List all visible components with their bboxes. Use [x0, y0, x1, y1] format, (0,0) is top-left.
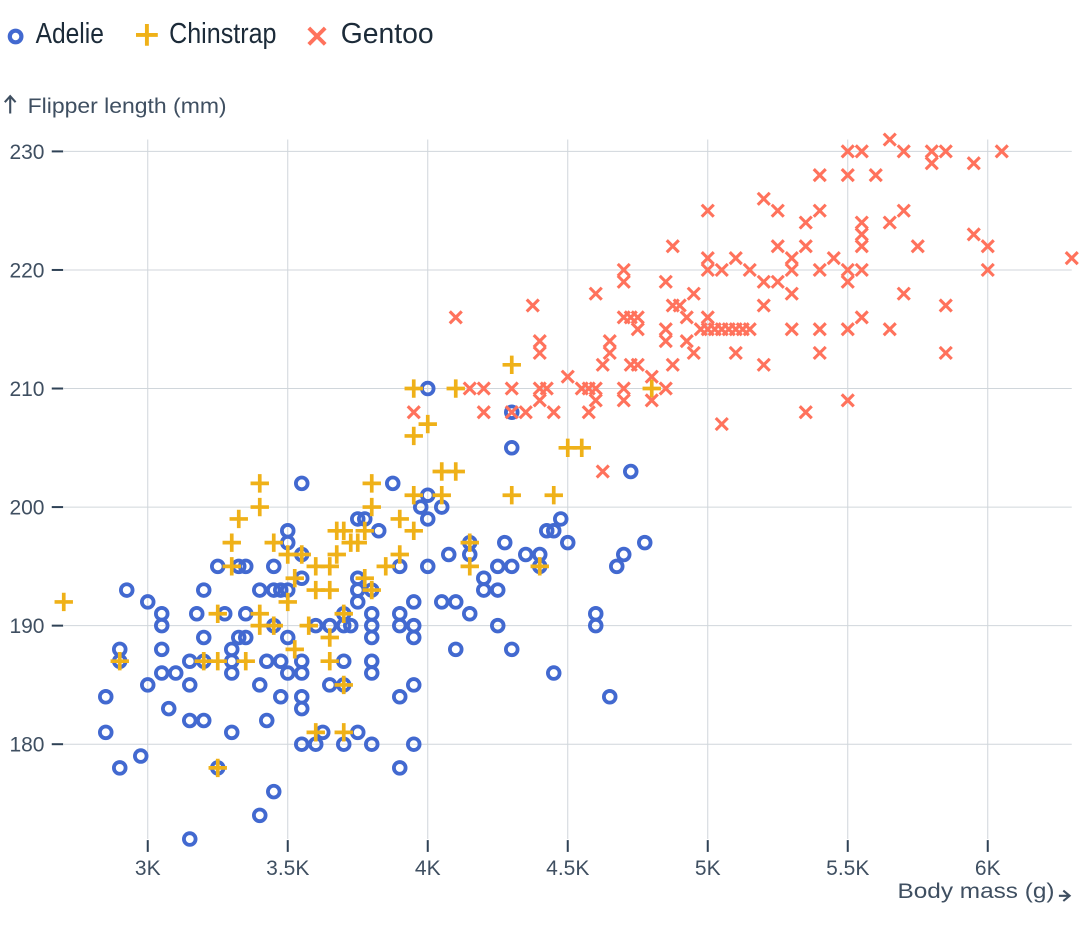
svg-text:180: 180 — [9, 734, 44, 757]
svg-text:Chinstrap: Chinstrap — [169, 18, 276, 50]
svg-text:Flipper length (mm): Flipper length (mm) — [28, 95, 227, 118]
svg-text:3K: 3K — [135, 857, 161, 880]
svg-text:6K: 6K — [975, 857, 1001, 880]
svg-text:4.5K: 4.5K — [546, 857, 589, 880]
svg-text:Gentoo: Gentoo — [341, 18, 434, 50]
svg-text:200: 200 — [9, 497, 44, 520]
svg-text:3.5K: 3.5K — [266, 857, 309, 880]
svg-text:220: 220 — [9, 259, 44, 282]
svg-text:230: 230 — [9, 141, 44, 164]
svg-text:5.5K: 5.5K — [826, 857, 869, 880]
svg-text:190: 190 — [9, 615, 44, 638]
svg-text:5K: 5K — [695, 857, 721, 880]
svg-text:Body mass (g): Body mass (g) — [898, 880, 1055, 903]
svg-text:4K: 4K — [415, 857, 441, 880]
svg-text:Adelie: Adelie — [36, 18, 104, 50]
svg-text:210: 210 — [9, 378, 44, 401]
